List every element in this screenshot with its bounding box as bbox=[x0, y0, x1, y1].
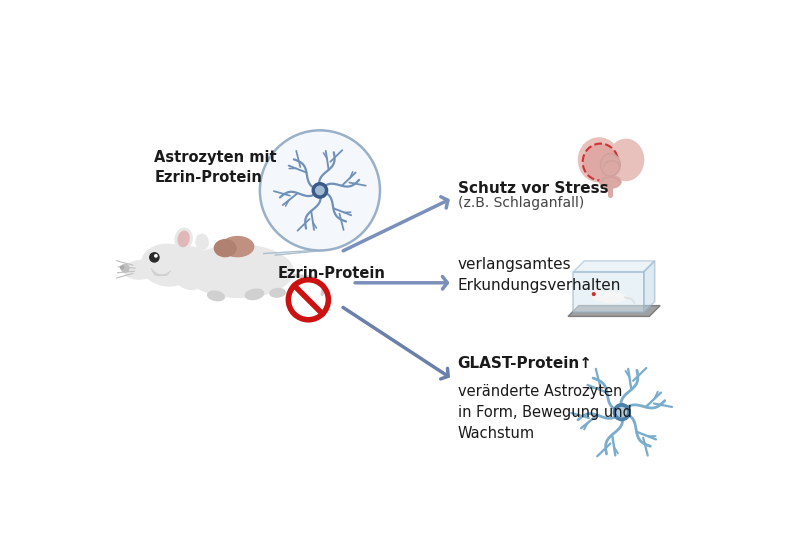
Circle shape bbox=[150, 253, 159, 262]
Circle shape bbox=[122, 264, 129, 272]
Ellipse shape bbox=[172, 247, 210, 290]
Circle shape bbox=[260, 130, 380, 250]
Text: verlangsamtes
Erkundungsverhalten: verlangsamtes Erkundungsverhalten bbox=[458, 257, 621, 293]
Circle shape bbox=[121, 266, 123, 269]
Text: GLAST-Protein↑: GLAST-Protein↑ bbox=[458, 356, 593, 371]
Polygon shape bbox=[574, 272, 644, 312]
Text: Astrozyten mit
Ezrin-Protein: Astrozyten mit Ezrin-Protein bbox=[154, 150, 277, 185]
Circle shape bbox=[154, 255, 157, 257]
Text: Ezrin-Protein: Ezrin-Protein bbox=[278, 266, 386, 281]
Ellipse shape bbox=[207, 291, 224, 301]
Ellipse shape bbox=[608, 139, 644, 180]
Circle shape bbox=[614, 404, 630, 421]
Text: veränderte Astrozyten
in Form, Bewegung und
Wachstum: veränderte Astrozyten in Form, Bewegung … bbox=[458, 384, 632, 441]
Ellipse shape bbox=[592, 291, 604, 300]
Circle shape bbox=[316, 186, 324, 195]
Ellipse shape bbox=[222, 237, 254, 256]
Ellipse shape bbox=[214, 240, 236, 256]
Polygon shape bbox=[574, 261, 654, 272]
Ellipse shape bbox=[582, 143, 618, 180]
Ellipse shape bbox=[600, 175, 621, 188]
Ellipse shape bbox=[185, 245, 293, 297]
Circle shape bbox=[312, 183, 328, 198]
Polygon shape bbox=[644, 261, 654, 312]
Ellipse shape bbox=[601, 153, 620, 176]
Text: Schutz vor Stress: Schutz vor Stress bbox=[458, 180, 608, 195]
Text: (z.B. Schlaganfall): (z.B. Schlaganfall) bbox=[458, 197, 584, 211]
Ellipse shape bbox=[578, 138, 619, 182]
Ellipse shape bbox=[270, 288, 286, 297]
Ellipse shape bbox=[246, 289, 264, 300]
Ellipse shape bbox=[124, 260, 157, 279]
Circle shape bbox=[617, 408, 626, 417]
Polygon shape bbox=[568, 306, 660, 316]
Ellipse shape bbox=[175, 228, 192, 250]
Ellipse shape bbox=[598, 292, 626, 303]
Ellipse shape bbox=[142, 244, 195, 286]
Ellipse shape bbox=[178, 231, 189, 246]
Circle shape bbox=[592, 293, 595, 296]
Ellipse shape bbox=[196, 234, 208, 250]
